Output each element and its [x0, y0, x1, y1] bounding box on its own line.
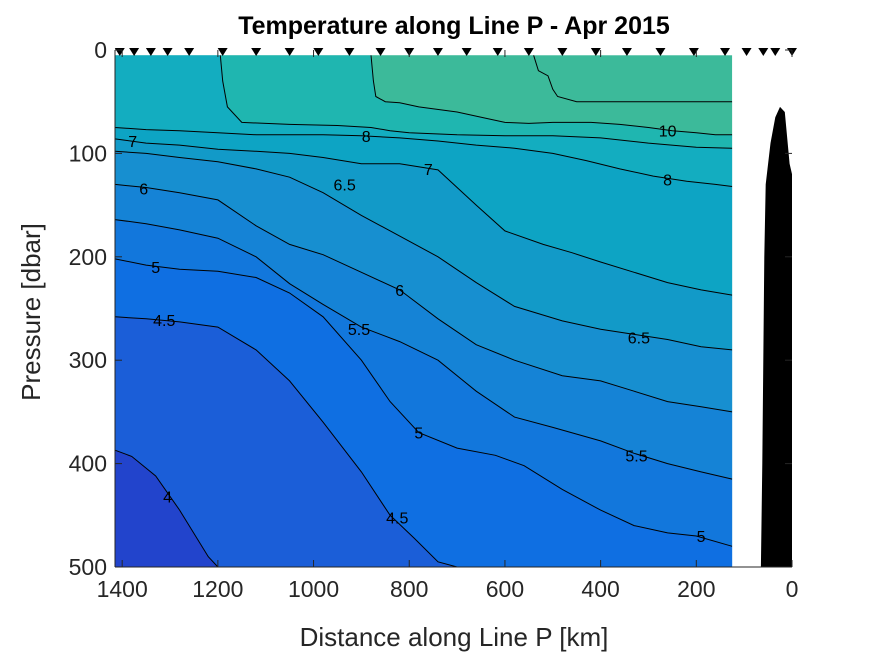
y-tick-label: 0: [94, 37, 107, 63]
station-marker: [375, 48, 386, 56]
station-marker: [284, 48, 295, 56]
contour-label: 6.5: [628, 330, 650, 347]
contour-label: 7: [424, 162, 433, 179]
station-marker: [523, 48, 534, 56]
contour-line: [114, 316, 458, 568]
fill-band: [115, 316, 458, 567]
contour-label: 5: [414, 426, 423, 443]
station-marker: [145, 48, 156, 56]
y-tick-label: 300: [69, 347, 107, 373]
contour-label: 8: [362, 129, 371, 146]
x-tick-label: 1400: [97, 576, 148, 602]
x-tick-label: 1000: [288, 576, 339, 602]
x-tick-label: 1200: [192, 576, 243, 602]
contour-label: 5: [151, 260, 160, 277]
station-marker: [758, 48, 769, 56]
y-axis-label: Pressure [dbar]: [16, 223, 46, 401]
station-marker: [344, 48, 355, 56]
no-data-region: [115, 50, 733, 56]
station-marker: [162, 48, 173, 56]
x-tick-label: 0: [786, 576, 799, 602]
contour-label: 5.5: [348, 322, 370, 339]
y-tick-label: 100: [69, 140, 107, 166]
station-marker: [557, 48, 568, 56]
contour-label: 8: [663, 172, 672, 189]
station-marker: [313, 48, 324, 56]
fill-band: [115, 450, 218, 567]
chart-title: Temperature along Line P - Apr 2015: [238, 12, 670, 40]
contour-label: 6.5: [334, 177, 356, 194]
contour-line: [533, 55, 733, 103]
station-marker: [461, 48, 472, 56]
x-axis-label: Distance along Line P [km]: [300, 622, 609, 652]
station-marker: [184, 48, 195, 56]
contour-label: 4: [163, 490, 172, 507]
contour-line: [114, 449, 219, 568]
contour-line: [114, 258, 733, 547]
contour-line: [114, 150, 733, 351]
station-marker: [590, 48, 601, 56]
contour-label: 7: [128, 134, 137, 151]
station-marker: [621, 48, 632, 56]
station-marker: [129, 48, 140, 56]
x-tick-label: 400: [581, 576, 619, 602]
contour-line: [370, 55, 733, 136]
bathymetry-shape: [760, 106, 792, 568]
y-tick-label: 400: [69, 451, 107, 477]
x-tick-label: 600: [486, 576, 524, 602]
x-tick-label: 200: [677, 576, 715, 602]
station-marker: [217, 48, 228, 56]
y-tick-label: 200: [69, 244, 107, 270]
station-marker: [770, 48, 781, 56]
plot-area: 4 4.5 4.5 5 5 5 5.5 5.5 6 6 6.5 6.5 7 7 8 8 10 1400 1200 10…: [69, 37, 799, 602]
contour-line: [114, 183, 733, 413]
contour-line: [114, 138, 733, 296]
contour-line: [219, 55, 733, 149]
station-marker: [492, 48, 503, 56]
contour-label: 6: [395, 283, 404, 300]
contour-label: 4.5: [386, 510, 408, 527]
station-marker: [251, 48, 262, 56]
y-tick-label: 500: [69, 554, 107, 580]
station-marker: [432, 48, 443, 56]
contour-line: [114, 127, 733, 187]
station-marker: [655, 48, 666, 56]
contour-label: 4.5: [153, 313, 175, 330]
contour-label: 10: [659, 124, 677, 141]
station-marker: [720, 48, 731, 56]
contour-label: 6: [139, 182, 148, 199]
contour-line: [114, 219, 733, 480]
contour-label: 5.5: [625, 448, 647, 465]
station-marker: [741, 48, 752, 56]
contour-label: 5: [697, 529, 706, 546]
x-tick-label: 800: [390, 576, 428, 602]
